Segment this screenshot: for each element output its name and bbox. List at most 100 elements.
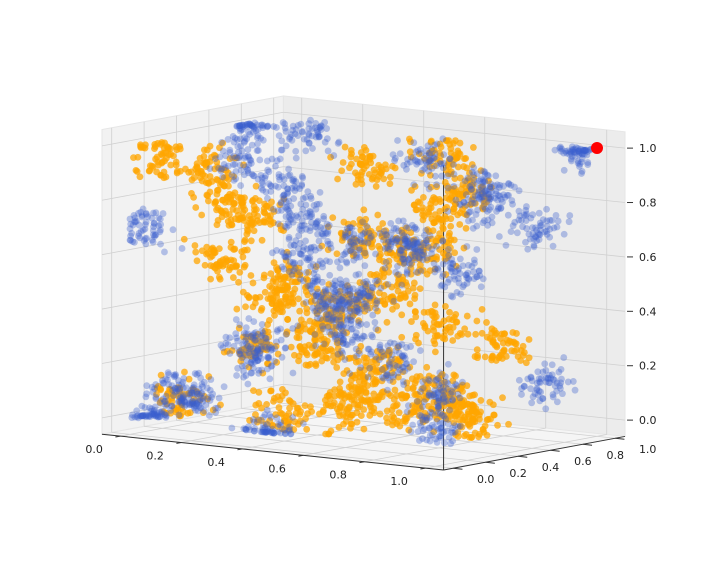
scatter-point-series-1: [369, 333, 376, 341]
scatter-point-series-1: [252, 329, 260, 336]
scatter-point-series-0: [487, 184, 495, 191]
scatter-point-series-0: [437, 152, 445, 160]
scatter-point-series-1: [576, 160, 584, 168]
scatter-point-series-0: [344, 227, 352, 235]
scatter-point-series-1: [361, 229, 369, 236]
scatter-point-series-1: [251, 427, 258, 435]
scatter-point-series-1: [515, 376, 523, 384]
scatter-point-series-0: [312, 362, 320, 370]
scatter-point-series-0: [430, 254, 438, 262]
scatter-point-series-0: [437, 372, 445, 380]
scatter-point-series-0: [440, 393, 448, 401]
scatter-point-series-1: [410, 358, 418, 366]
scatter-point-series-1: [403, 408, 411, 416]
scatter-point-series-1: [382, 258, 390, 266]
scatter-point-series-1: [296, 225, 304, 233]
scatter-point-series-0: [266, 282, 274, 290]
scatter-point-series-1: [560, 354, 568, 361]
scatter-point-series-0: [338, 353, 346, 361]
scatter-point-series-1: [459, 378, 466, 386]
scatter-point-series-0: [489, 339, 497, 346]
scatter-point-series-0: [284, 274, 292, 282]
scatter-point-series-0: [154, 158, 162, 166]
scatter-point-series-0: [205, 373, 213, 380]
scatter-point-series-0: [360, 143, 368, 151]
scatter-point-series-1: [297, 120, 305, 128]
scatter-point-series-1: [222, 333, 230, 341]
scatter-point-series-0: [157, 371, 165, 379]
scatter-point-series-0: [250, 227, 258, 235]
scatter-point-series-1: [391, 157, 398, 165]
scatter-point-series-1: [578, 167, 586, 175]
scatter-point-series-0: [462, 224, 470, 232]
scatter-point-series-1: [178, 399, 185, 407]
scatter-point-series-1: [158, 410, 166, 418]
scatter-point-series-1: [400, 381, 408, 389]
scatter-point-series-1: [407, 343, 414, 351]
scatter-point-series-1: [551, 376, 558, 384]
scatter-point-series-1: [543, 205, 550, 213]
scatter-point-series-1: [172, 371, 179, 378]
scatter-point-series-1: [253, 134, 261, 142]
scatter-point-series-0: [447, 222, 455, 230]
scatter-point-series-1: [284, 206, 291, 213]
scatter-point-series-1: [258, 121, 266, 129]
scatter-point-series-1: [149, 410, 157, 418]
scatter-point-series-0: [447, 149, 455, 157]
scatter-point-series-0: [428, 196, 436, 204]
scatter-point-series-0: [217, 181, 224, 189]
scatter-point-series-0: [445, 252, 453, 259]
scatter-point-series-1: [162, 375, 170, 383]
scatter-point-series-1: [198, 395, 206, 402]
scatter-point-series-0: [263, 346, 271, 354]
scatter-point-series-0: [469, 401, 477, 409]
scatter-point-series-0: [363, 354, 370, 362]
scatter-point-series-1: [444, 172, 452, 180]
scatter-point-series-1: [148, 383, 156, 391]
scatter-point-series-0: [419, 193, 427, 201]
scatter-point-series-1: [149, 410, 156, 418]
scatter-point-series-0: [247, 272, 255, 279]
scatter-point-series-1: [219, 147, 227, 155]
scatter-point-series-0: [213, 190, 221, 198]
scatter-point-series-1: [408, 221, 416, 229]
scatter-point-series-1: [188, 398, 196, 405]
scatter-point-series-0: [388, 369, 396, 377]
scatter-point-series-0: [185, 168, 193, 176]
scatter-point-series-0: [304, 410, 311, 418]
scatter-point-series-0: [407, 229, 415, 236]
scatter-point-series-1: [314, 217, 322, 225]
scatter-point-series-0: [456, 221, 464, 228]
scatter-point-series-0: [513, 330, 520, 337]
scatter-point-series-1: [425, 389, 433, 397]
scatter-point-series-0: [449, 316, 456, 324]
scatter-point-series-1: [157, 240, 164, 248]
scatter-point-series-1: [341, 356, 349, 363]
scatter-point-series-0: [356, 160, 364, 168]
scatter-point-series-1: [135, 232, 142, 240]
scatter-point-series-1: [178, 397, 185, 405]
scatter-point-series-0: [378, 377, 386, 385]
scatter-point-series-1: [152, 412, 160, 420]
scatter-point-series-0: [312, 263, 320, 270]
scatter-point-series-0: [440, 402, 448, 410]
scatter-point-series-0: [346, 298, 354, 306]
scatter-point-series-0: [415, 150, 423, 158]
scatter-point-series-1: [209, 390, 217, 398]
scatter-point-series-0: [420, 308, 428, 316]
scatter-point-series-1: [191, 370, 199, 377]
scatter-point-series-1: [186, 391, 194, 399]
scatter-point-series-0: [370, 404, 378, 412]
scatter-point-series-1: [215, 394, 223, 402]
scatter-point-series-0: [225, 176, 232, 183]
scatter-point-series-1: [151, 385, 158, 393]
scatter-point-series-0: [433, 183, 441, 191]
scatter-point-series-0: [355, 244, 363, 252]
scatter-point-series-1: [497, 195, 505, 203]
scatter-point-series-1: [175, 387, 183, 395]
scatter-point-series-1: [255, 353, 263, 361]
scatter-point-series-1: [300, 135, 308, 143]
scatter-point-series-1: [245, 315, 253, 322]
scatter-point-series-0: [281, 426, 289, 434]
scatter-point-series-1: [486, 206, 493, 213]
